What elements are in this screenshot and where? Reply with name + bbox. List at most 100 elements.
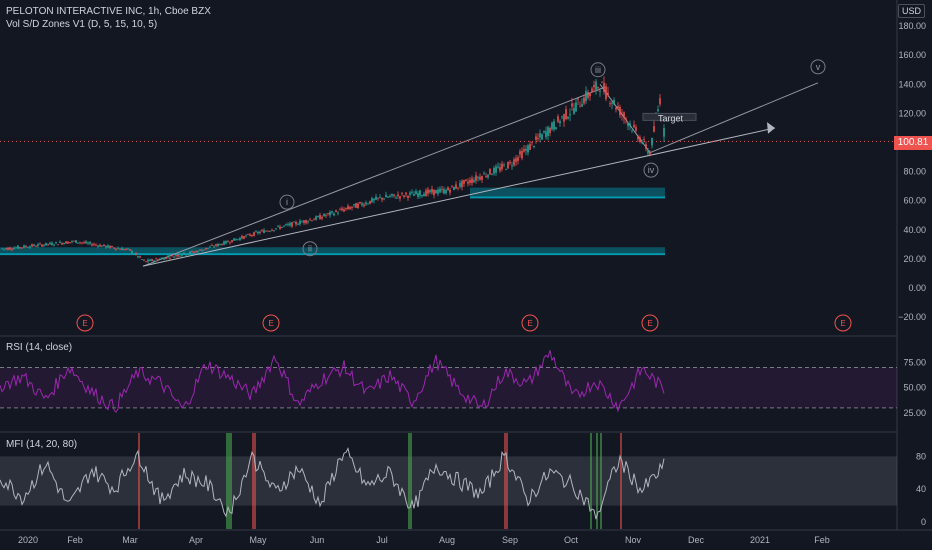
- candle-body: [571, 103, 573, 107]
- candle-body: [403, 195, 405, 198]
- supply-demand-zone: [470, 187, 665, 197]
- candle-body: [351, 207, 353, 209]
- candle-body: [313, 219, 315, 221]
- candle-body: [193, 252, 195, 253]
- candle-body: [555, 127, 557, 130]
- candle-body: [97, 245, 99, 247]
- candle-body: [399, 196, 401, 199]
- candle-body: [149, 259, 151, 261]
- candle-body: [257, 231, 259, 234]
- candle-body: [599, 91, 601, 92]
- candle-body: [569, 114, 571, 116]
- candle-body: [613, 99, 615, 104]
- candle-body: [525, 148, 527, 151]
- candle-body: [513, 159, 515, 166]
- candle-body: [391, 193, 393, 196]
- candle-body: [151, 259, 153, 261]
- candle-body: [261, 230, 263, 232]
- candle-body: [263, 230, 265, 234]
- candle-body: [29, 246, 31, 248]
- candle-body: [289, 223, 291, 226]
- candle-body: [301, 221, 303, 223]
- mfi-oversold-bar: [410, 433, 412, 529]
- mfi-overbought-bar: [506, 433, 508, 529]
- candle-body: [217, 243, 219, 247]
- candle-body: [523, 149, 525, 152]
- candle-body: [349, 207, 351, 210]
- candle-body: [387, 196, 389, 198]
- candle-body: [505, 169, 507, 171]
- candle-body: [101, 245, 103, 247]
- mfi-overbought-bar: [504, 433, 506, 529]
- time-tick-label: Jun: [310, 535, 325, 545]
- candle-body: [659, 98, 661, 105]
- candle-body: [269, 231, 271, 232]
- mfi-overbought-bar: [138, 433, 140, 529]
- mfi-oversold-bar: [226, 433, 228, 529]
- candle-body: [53, 244, 55, 246]
- price-tick-label: 180.00: [898, 21, 926, 31]
- candle-body: [79, 242, 81, 244]
- mfi-tick-label: 40: [916, 484, 926, 494]
- candle-body: [357, 203, 359, 209]
- candle-body: [361, 203, 363, 206]
- candle-body: [175, 255, 177, 257]
- candle-body: [375, 196, 377, 200]
- candle-body: [405, 192, 407, 195]
- candle-body: [19, 246, 21, 248]
- candle-body: [139, 256, 141, 258]
- candle-body: [341, 208, 343, 211]
- candle-body: [241, 236, 243, 239]
- candle-body: [223, 241, 225, 245]
- wave-label-circle: [810, 59, 826, 75]
- candle-body: [105, 245, 107, 248]
- price-tick-label: 120.00: [898, 108, 926, 118]
- candle-body: [373, 198, 375, 201]
- candle-body: [177, 254, 179, 257]
- candle-body: [431, 188, 433, 193]
- candle-body: [45, 242, 47, 246]
- candle-body: [543, 130, 545, 133]
- candle-body: [67, 241, 69, 244]
- candle-body: [319, 214, 321, 220]
- candle-body: [307, 221, 309, 223]
- time-tick-label: Sep: [502, 535, 518, 545]
- candle-body: [305, 220, 307, 224]
- candle-body: [583, 97, 585, 104]
- candle-body: [125, 248, 127, 250]
- candle-body: [587, 92, 589, 98]
- price-tick-label: 160.00: [898, 50, 926, 60]
- candle-body: [609, 103, 611, 105]
- candle-body: [115, 248, 117, 250]
- candle-body: [607, 92, 609, 95]
- candle-body: [327, 213, 329, 214]
- candle-body: [227, 241, 229, 243]
- candle-body: [517, 157, 519, 161]
- candle-body: [629, 123, 631, 126]
- candle-body: [201, 249, 203, 252]
- candle-body: [245, 235, 247, 237]
- candle-body: [353, 204, 355, 206]
- currency-button[interactable]: USD: [897, 4, 925, 18]
- candle-body: [325, 215, 327, 217]
- chart-title: PELOTON INTERACTIVE INC, 1h, Cboe BZX: [6, 6, 211, 17]
- time-tick-label: Apr: [189, 535, 203, 545]
- candle-body: [479, 176, 481, 180]
- candle-body: [165, 257, 167, 260]
- candle-body: [447, 187, 449, 191]
- candle-body: [191, 251, 193, 252]
- candle-body: [11, 249, 13, 250]
- candle-body: [273, 230, 275, 231]
- candle-body: [171, 255, 173, 257]
- candle-body: [255, 231, 257, 233]
- candle-body: [187, 253, 189, 255]
- candle-body: [205, 247, 207, 250]
- candle-body: [663, 128, 665, 137]
- candle-body: [491, 174, 493, 176]
- earnings-marker: [262, 314, 280, 332]
- candle-body: [209, 246, 211, 248]
- mfi-band: [0, 456, 897, 506]
- candle-body: [127, 248, 129, 250]
